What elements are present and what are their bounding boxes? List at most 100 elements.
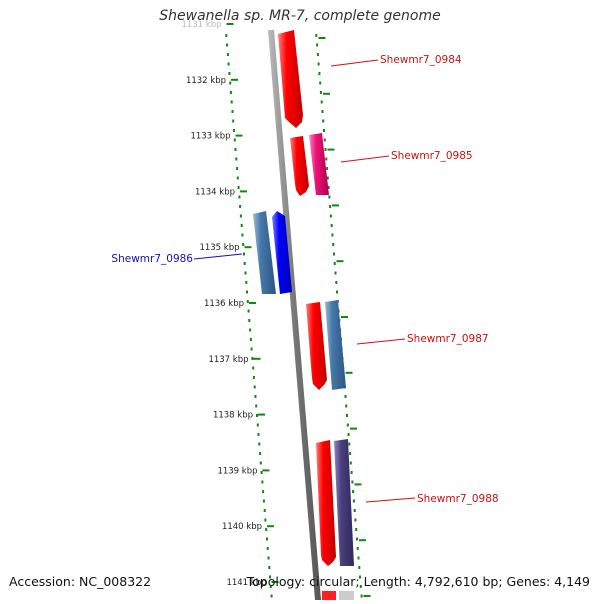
genome-title: Shewanella sp. MR-7, complete genome: [159, 8, 441, 24]
gene-shewmr7-0986-arrow[interactable]: [272, 211, 292, 294]
ruler-tick-left: [244, 246, 252, 249]
right-track-dot: [325, 157, 328, 161]
left-track-dot: [239, 214, 242, 218]
ruler-tick-label: 1132 kbp: [186, 76, 226, 86]
gene-label-shewmr7-0984[interactable]: Shewmr7_0984: [380, 54, 462, 66]
ruler-tick-left: [240, 190, 247, 193]
right-track-dot: [331, 233, 334, 237]
gene-labels: Shewmr7_0984 Shewmr7_0985 Shewmr7_0986 S…: [111, 54, 498, 505]
right-track-dot: [360, 594, 363, 598]
left-track-dot: [265, 528, 268, 531]
gene-label-shewmr7-0985[interactable]: Shewmr7_0985: [391, 150, 473, 162]
ruler-tick-left: [262, 469, 270, 472]
left-track-dot: [259, 461, 262, 465]
left-track-dot: [261, 480, 264, 484]
left-track-dot: [227, 62, 230, 66]
right-track-dot: [355, 528, 358, 531]
gene-shewmr7-0985-arrow[interactable]: [290, 136, 309, 196]
left-track-dot: [232, 119, 235, 123]
leader-line-0986: [193, 253, 243, 260]
right-track-dot: [324, 148, 327, 151]
right-track-dot: [326, 176, 329, 180]
left-track-dot: [254, 395, 257, 398]
left-track-dot: [268, 566, 271, 569]
right-track-dot: [349, 461, 352, 465]
left-track-dot: [251, 357, 254, 360]
ruler-tick-label: 1139 kbp: [217, 466, 257, 476]
gene-features: [253, 30, 354, 600]
gene-continuation-bottom: [322, 591, 336, 600]
left-track-dot: [245, 281, 248, 284]
ruler-tick-right: [336, 260, 344, 263]
ruler-tick-label: 1131 kbp: [181, 20, 221, 30]
ruler-tick-left: [235, 134, 243, 137]
steelblue-feature-0986[interactable]: [253, 211, 276, 294]
left-track-dot: [236, 176, 239, 180]
right-track-dot: [357, 556, 360, 560]
right-track-dot: [323, 129, 325, 132]
steelblue-feature-0987[interactable]: [325, 300, 346, 390]
ruler-tick-label: 1135 kbp: [199, 243, 239, 253]
left-track-dot: [269, 575, 271, 579]
right-track-dot: [333, 252, 335, 256]
left-track-dot: [252, 366, 255, 370]
left-track-dot: [249, 338, 252, 341]
left-track-dot: [236, 167, 239, 170]
right-track-dot: [352, 490, 355, 493]
gene-label-shewmr7-0987[interactable]: Shewmr7_0987: [407, 333, 489, 345]
ruler-tick-left: [226, 23, 234, 25]
dotted-tracks: [225, 34, 363, 598]
right-track-dot: [358, 566, 361, 569]
left-track-dot: [266, 547, 269, 550]
right-track-dot: [316, 43, 319, 47]
right-track-dot: [349, 452, 352, 455]
right-track-dot: [346, 423, 349, 427]
right-track-dot: [326, 167, 329, 170]
left-track-dot: [269, 585, 272, 588]
left-track-dot: [264, 518, 267, 522]
right-track-dot: [359, 575, 361, 579]
gene-shewmr7-0988-arrow[interactable]: [316, 440, 336, 566]
ruler-tick-right: [345, 371, 353, 374]
right-track-dot: [319, 81, 322, 85]
left-track-dot: [237, 186, 240, 189]
right-track-dot: [316, 53, 319, 56]
right-track-dot: [359, 585, 362, 588]
right-track-dot: [320, 100, 323, 104]
left-track-dot: [252, 376, 255, 379]
left-track-dot: [242, 243, 245, 246]
kbp-ruler: 1131 kbp 1132 kbp 1133 kbp 1134 kbp 1135 kbp…: [181, 20, 371, 597]
left-track-dot: [246, 290, 248, 294]
left-track-dot: [263, 509, 266, 512]
left-track-dot: [226, 53, 229, 56]
left-track-dot: [256, 423, 259, 427]
right-track-dot: [321, 110, 324, 113]
ruler-tick-right: [323, 92, 330, 95]
magenta-feature-0985[interactable]: [309, 133, 329, 195]
ruler-tick-right: [350, 427, 357, 430]
right-track-dot: [352, 499, 355, 503]
ruler-tick-label: 1137 kbp: [208, 355, 248, 365]
ruler-tick-right: [363, 595, 371, 597]
left-track-dot: [233, 129, 235, 132]
left-track-dot: [229, 81, 232, 85]
leader-line-0984: [330, 59, 379, 67]
left-track-dot: [226, 43, 229, 47]
right-track-dot: [327, 186, 330, 189]
leader-line-0988: [365, 497, 416, 503]
left-track-dot: [267, 556, 270, 560]
ruler-tick-left: [253, 357, 261, 360]
right-track-dot: [329, 205, 332, 208]
gene-label-shewmr7-0988[interactable]: Shewmr7_0988: [417, 493, 499, 505]
gene-label-shewmr7-0986[interactable]: Shewmr7_0986: [111, 253, 193, 265]
genome-backbone: [268, 30, 321, 600]
left-track-dot: [246, 300, 249, 303]
leader-line-0985: [340, 155, 390, 163]
right-track-dot: [353, 509, 356, 512]
gene-shewmr7-0984-arrow[interactable]: [278, 30, 303, 128]
purple-feature-0988[interactable]: [334, 439, 354, 566]
left-track-dot: [250, 347, 253, 351]
gene-shewmr7-0987-arrow[interactable]: [306, 302, 327, 390]
